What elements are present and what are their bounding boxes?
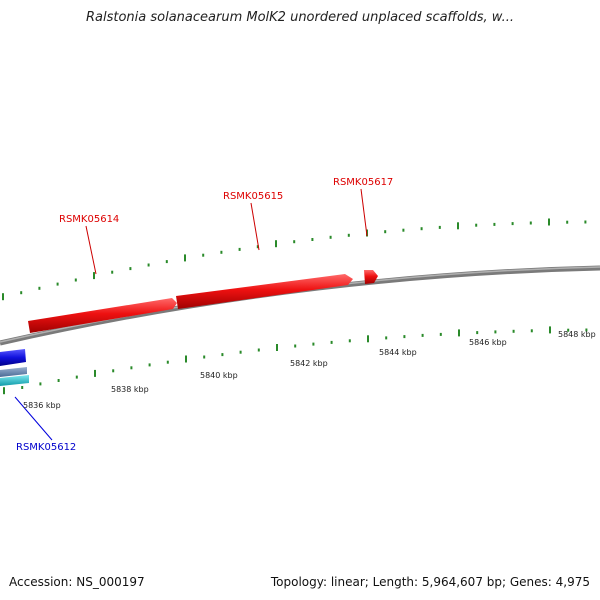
upper-scale-tick: [529, 221, 532, 225]
lower-scale-tick: [476, 331, 479, 335]
upper-scale-tick: [438, 225, 441, 229]
upper-scale-tick: [293, 240, 296, 244]
lower-scale-tick: [403, 335, 406, 339]
lower-scale-tick: [203, 355, 206, 359]
gene-label-rsmk05617[interactable]: RSMK05617: [333, 177, 393, 188]
lower-scale-tick: [330, 340, 333, 344]
lower-scale-tick: [221, 353, 224, 357]
upper-scale-tick: [347, 233, 350, 237]
upper-scale-tick: [402, 228, 405, 232]
lower-scale-tick: [512, 329, 515, 333]
gene-arrow-rsmk05617[interactable]: [364, 270, 378, 284]
leader-rsmk05614: [85, 225, 97, 275]
upper-scale-tick: [256, 245, 259, 249]
upper-scale-tick: [311, 238, 314, 241]
upper-scale-tick: [384, 230, 387, 234]
gene-label-rsmk05612[interactable]: RSMK05612: [16, 442, 76, 453]
lower-scale-tick: [75, 375, 78, 379]
upper-scale-tick: [2, 293, 4, 301]
lower-scale-tick: [494, 330, 497, 334]
lower-scale-tick: [57, 379, 60, 382]
lower-scale-tick: [312, 342, 315, 346]
upper-scale-tick: [147, 263, 150, 267]
lower-scale-tick: [148, 363, 151, 367]
gene-label-rsmk05614[interactable]: RSMK05614: [59, 214, 119, 225]
gene-arrow-rsmk05615[interactable]: [176, 274, 353, 309]
lower-scale-tick: [276, 344, 278, 351]
upper-scale-tick: [165, 260, 168, 264]
upper-scale-tick: [511, 222, 514, 226]
lower-scale-tick: [348, 339, 351, 343]
gene-arrow-rsmk05614[interactable]: [28, 298, 177, 333]
scale-label: 5848 kbp: [558, 330, 596, 339]
upper-scale-tick: [420, 227, 423, 231]
upper-scale-tick: [566, 220, 569, 224]
lower-scale-tick: [39, 382, 42, 386]
leader-rsmk05615: [250, 202, 260, 251]
accession-text: Accession: NS_000197: [9, 575, 145, 589]
lower-scale-tick: [3, 387, 5, 395]
scale-label: 5836 kbp: [23, 401, 61, 410]
upper-scale-tick: [329, 235, 332, 239]
map-title: Ralstonia solanacearum MolK2 unordered u…: [85, 10, 514, 25]
genome-backbone: [0, 265, 600, 346]
lower-scale-tick: [530, 329, 533, 333]
lower-scale-tick: [257, 348, 260, 352]
lower-scale-tick: [385, 336, 388, 340]
scale-label: 5844 kbp: [379, 348, 417, 357]
lower-scale-tick: [567, 328, 570, 332]
upper-scale-tick: [38, 286, 41, 290]
upper-scale-tick: [111, 270, 114, 274]
scale-label: 5842 kbp: [290, 359, 328, 368]
lower-scale-tick: [21, 386, 24, 389]
lower-scale-tick: [130, 366, 133, 370]
leader-rsmk05612: [14, 396, 53, 441]
genome-summary-text: Topology: linear; Length: 5,964,607 bp; …: [270, 575, 590, 589]
lower-scale-tick: [549, 326, 551, 334]
gene-arrow-rsmk05612[interactable]: [0, 349, 26, 366]
scale-label: 5838 kbp: [111, 385, 149, 394]
upper-scale-tick: [74, 278, 77, 282]
lower-scale-tick: [112, 369, 115, 373]
lower-scale-tick: [458, 329, 460, 337]
upper-scale-tick: [457, 222, 459, 230]
upper-scale-tick: [93, 272, 95, 280]
upper-scale-tick: [475, 223, 478, 227]
lower-scale-tick: [421, 333, 424, 337]
lower-scale-tick: [94, 369, 96, 377]
lower-scale-tick: [166, 360, 169, 364]
upper-scale-tick: [202, 253, 205, 257]
lower-scale-tick: [185, 355, 187, 363]
upper-scale-tick: [56, 282, 59, 286]
lower-scale-tick: [239, 350, 242, 354]
upper-scale-tick: [20, 291, 23, 295]
scale-label: 5840 kbp: [200, 371, 238, 380]
lower-scale-tick: [439, 332, 442, 336]
leader-rsmk05617: [360, 188, 368, 237]
upper-scale-tick: [184, 254, 186, 262]
lower-scale-tick: [294, 344, 297, 348]
upper-scale-tick: [238, 247, 241, 251]
gene-bar-reverse-2[interactable]: [0, 367, 27, 377]
genome-backbone-highlight: [0, 266, 600, 343]
lower-scale-tick: [367, 335, 369, 343]
lower-scale-ticks: [3, 326, 588, 395]
lower-scale-tick: [585, 328, 588, 332]
upper-scale-tick: [548, 218, 550, 226]
upper-scale-tick: [584, 220, 587, 224]
upper-scale-tick: [129, 267, 132, 271]
gene-label-rsmk05615[interactable]: RSMK05615: [223, 191, 283, 202]
scale-label: 5846 kbp: [469, 338, 507, 347]
upper-scale-tick: [275, 240, 277, 248]
upper-scale-tick: [493, 222, 496, 226]
upper-scale-tick: [220, 250, 223, 254]
gene-bar-reverse-3[interactable]: [0, 375, 29, 386]
